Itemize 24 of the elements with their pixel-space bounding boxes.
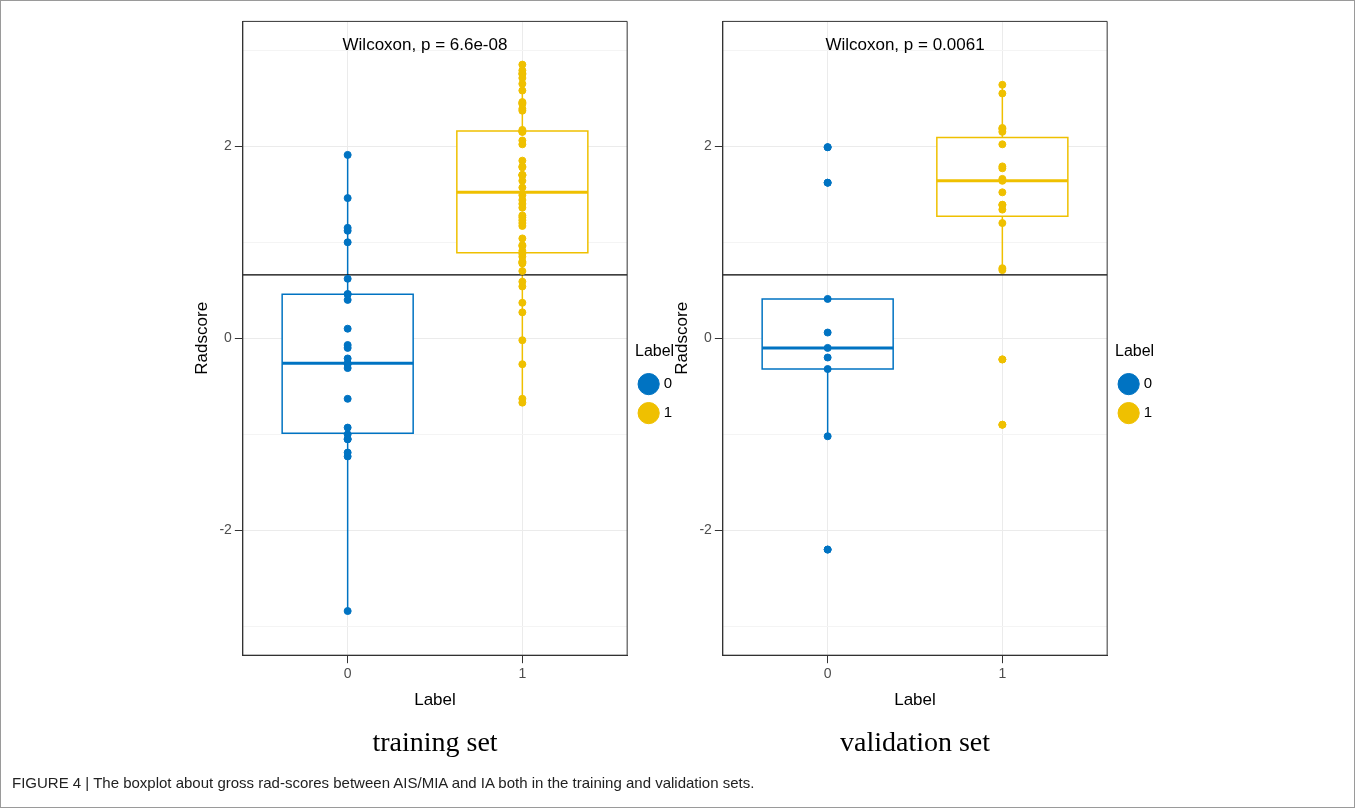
- legend-label: 0: [663, 374, 672, 392]
- annotation: Wilcoxon, p = 6.6e-08: [342, 35, 508, 55]
- text: validation set: [839, 725, 991, 757]
- legend-title: Label: [1115, 341, 1155, 359]
- legend-label: 1: [663, 403, 672, 421]
- y-tick-label: 2: [704, 137, 713, 154]
- annotation: Wilcoxon, p = 0.0061: [825, 35, 985, 55]
- y-tick-label: 2: [224, 137, 233, 154]
- x-tick-label: 0: [823, 665, 832, 682]
- legend-title: Label: [635, 341, 675, 359]
- legend-label: 1: [1143, 403, 1152, 421]
- x-axis-title: Label: [894, 689, 936, 709]
- x-tick-label: 0: [343, 665, 352, 682]
- x-axis-title: Label: [414, 689, 456, 709]
- y-tick-label: 0: [704, 329, 713, 346]
- text: training set: [372, 725, 498, 757]
- caption: FIGURE 4 | The boxplot about gross rad-scores between AIS/MIA and IA both in the training and validation sets.: [12, 774, 755, 791]
- y-tick-label: -2: [699, 521, 713, 538]
- legend-label: 0: [1143, 374, 1152, 392]
- y-axis-title: Radscore: [191, 301, 211, 375]
- x-tick-label: 1: [998, 665, 1007, 682]
- y-tick-label: 0: [224, 329, 233, 346]
- x-tick-label: 1: [518, 665, 527, 682]
- y-tick-label: -2: [219, 521, 233, 538]
